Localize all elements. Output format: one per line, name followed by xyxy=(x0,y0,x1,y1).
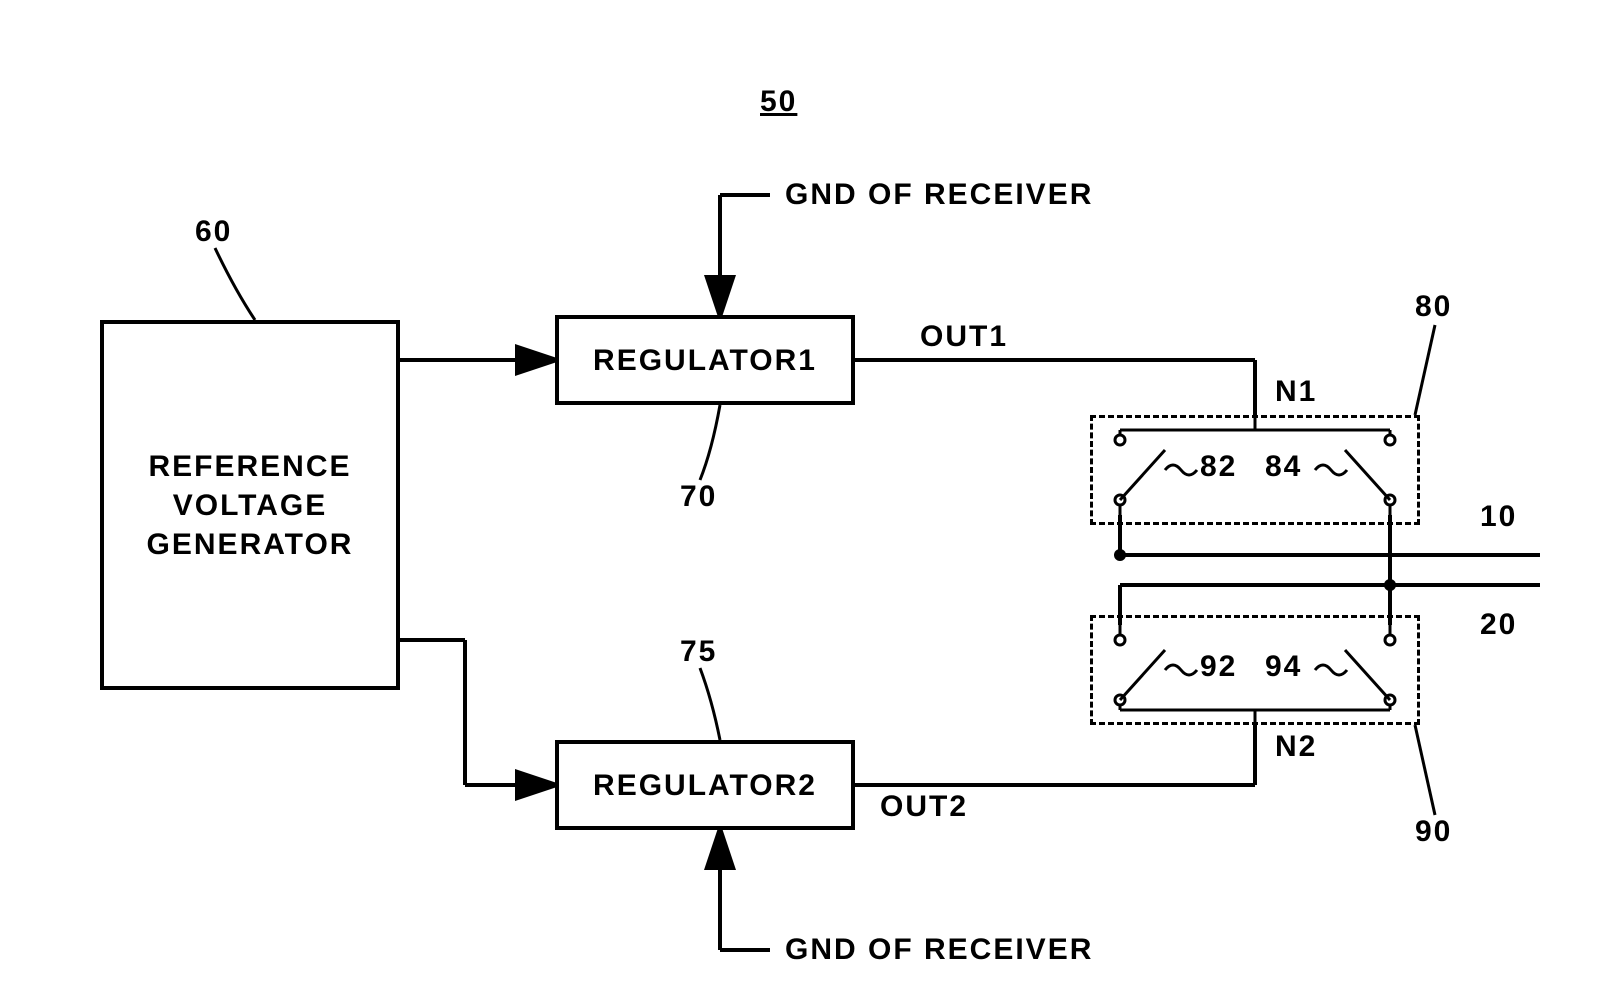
diagram-title: 50 xyxy=(760,85,797,119)
reference-voltage-generator-block: REFERENCE VOLTAGE GENERATOR xyxy=(100,320,400,690)
gnd1-label: GND OF RECEIVER xyxy=(785,178,1093,212)
n1-label: N1 xyxy=(1275,375,1317,409)
gnd2-label: GND OF RECEIVER xyxy=(785,933,1093,967)
switch-block-90 xyxy=(1090,615,1420,725)
ref-75: 75 xyxy=(680,635,717,669)
switch-84-label: 84 xyxy=(1265,450,1302,484)
ref-90: 90 xyxy=(1415,815,1452,849)
ref-60: 60 xyxy=(195,215,232,249)
ref-80: 80 xyxy=(1415,290,1452,324)
regulator2-label: REGULATOR2 xyxy=(593,766,817,805)
switch-block-80 xyxy=(1090,415,1420,525)
out2-label: OUT2 xyxy=(880,790,968,824)
regulator1-block: REGULATOR1 xyxy=(555,315,855,405)
out1-label: OUT1 xyxy=(920,320,1008,354)
switch-92-label: 92 xyxy=(1200,650,1237,684)
switch-94-label: 94 xyxy=(1265,650,1302,684)
regulator2-block: REGULATOR2 xyxy=(555,740,855,830)
n2-label: N2 xyxy=(1275,730,1317,764)
switch-82-label: 82 xyxy=(1200,450,1237,484)
ref-70: 70 xyxy=(680,480,717,514)
regulator1-label: REGULATOR1 xyxy=(593,341,817,380)
line10-label: 10 xyxy=(1480,500,1517,534)
line20-label: 20 xyxy=(1480,608,1517,642)
ref-gen-label: REFERENCE VOLTAGE GENERATOR xyxy=(147,447,354,564)
